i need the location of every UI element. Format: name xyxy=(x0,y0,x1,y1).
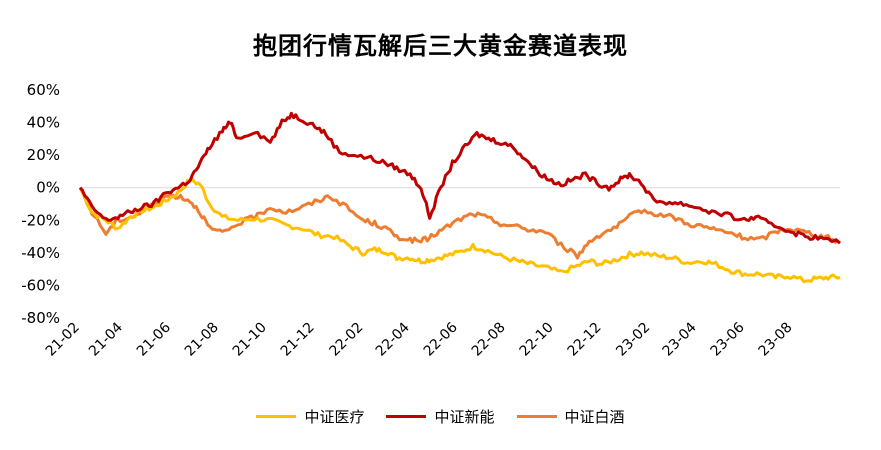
y-tick-label: 0% xyxy=(36,179,60,197)
x-tick-label: 21-06 xyxy=(134,319,174,359)
x-axis-ticks: 21-02 21-04 21-06 21-08 21-10 21-12 22-02 22-04… xyxy=(43,319,796,359)
x-tick-label: 21-04 xyxy=(86,319,126,359)
x-tick-label: 22-12 xyxy=(565,320,605,360)
series-line-2 xyxy=(78,186,841,260)
x-tick-label: 21-08 xyxy=(182,320,222,360)
x-tick-label: 22-10 xyxy=(517,320,557,360)
legend-item: 中证新能 xyxy=(386,406,495,427)
x-tick-label: 23-02 xyxy=(613,320,653,360)
legend-swatch xyxy=(386,415,427,418)
series-line-0 xyxy=(78,177,841,284)
y-tick-label: -60% xyxy=(21,276,60,294)
chart-title: 抱团行情瓦解后三大黄金赛道表现 xyxy=(253,32,628,60)
y-tick-label: -80% xyxy=(21,309,60,327)
y-tick-label: 60% xyxy=(27,81,60,99)
y-tick-label: 20% xyxy=(27,146,60,164)
legend-swatch xyxy=(256,415,297,418)
x-tick-label: 23-04 xyxy=(660,319,700,359)
y-tick-label: -20% xyxy=(21,211,60,229)
x-tick-label: 22-02 xyxy=(326,320,366,360)
legend-item: 中证医疗 xyxy=(256,406,364,427)
y-axis-ticks: 60% 40% 20% 0% -20% -40% -60% -80% xyxy=(21,81,60,327)
legend-item: 中证白酒 xyxy=(516,406,625,427)
legend-swatch xyxy=(516,415,557,418)
y-tick-label: -40% xyxy=(21,244,60,262)
x-tick-label: 21-10 xyxy=(230,320,270,360)
x-tick-label: 22-06 xyxy=(421,319,461,359)
x-tick-label: 23-06 xyxy=(708,319,748,359)
legend-label: 中证医疗 xyxy=(304,408,365,426)
x-tick-label: 23-08 xyxy=(756,320,796,360)
x-tick-label: 21-12 xyxy=(278,320,318,360)
legend-label: 中证新能 xyxy=(434,408,495,426)
y-tick-label: 40% xyxy=(27,114,60,132)
series-line-1 xyxy=(78,111,841,245)
legend: 中证医疗 中证新能 中证白酒 xyxy=(0,406,881,427)
legend-label: 中证白酒 xyxy=(564,408,625,426)
x-tick-label: 22-04 xyxy=(373,319,413,359)
series-lines xyxy=(78,111,841,284)
x-tick-label: 22-08 xyxy=(469,320,509,360)
